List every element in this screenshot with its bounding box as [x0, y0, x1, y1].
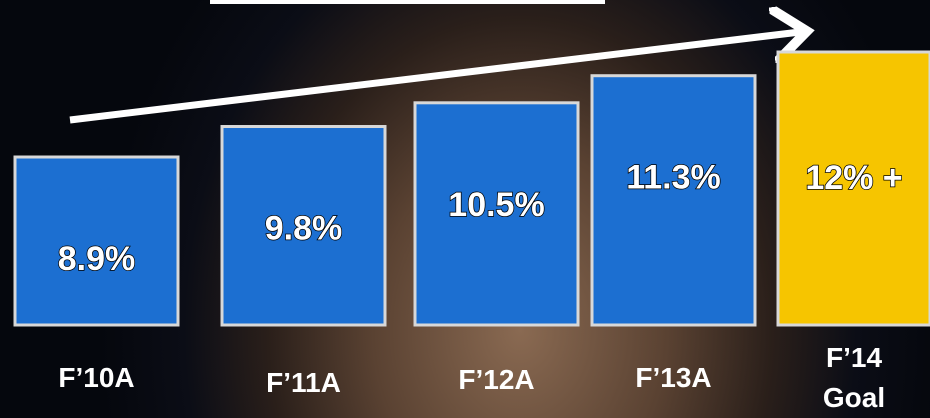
category-label: F’12A: [458, 364, 535, 395]
growth-arrow: [69, 32, 800, 124]
category-label: F’13A: [635, 362, 712, 393]
value-label: 11.3%: [626, 159, 721, 197]
value-label: 9.8%: [265, 210, 343, 248]
category-label: F’14 Goal: [822, 342, 886, 413]
category-label: F’11A: [266, 367, 341, 398]
bar: [413, 101, 580, 327]
bar: [220, 125, 387, 327]
title-underline: [210, 0, 605, 4]
category-label: F’10A: [58, 362, 135, 393]
value-label: 10.5%: [448, 186, 544, 224]
bar: [590, 74, 757, 327]
value-label: 8.9%: [58, 240, 136, 278]
value-label: 12% +: [805, 159, 902, 197]
bar: [776, 50, 930, 327]
bar: [13, 155, 180, 327]
